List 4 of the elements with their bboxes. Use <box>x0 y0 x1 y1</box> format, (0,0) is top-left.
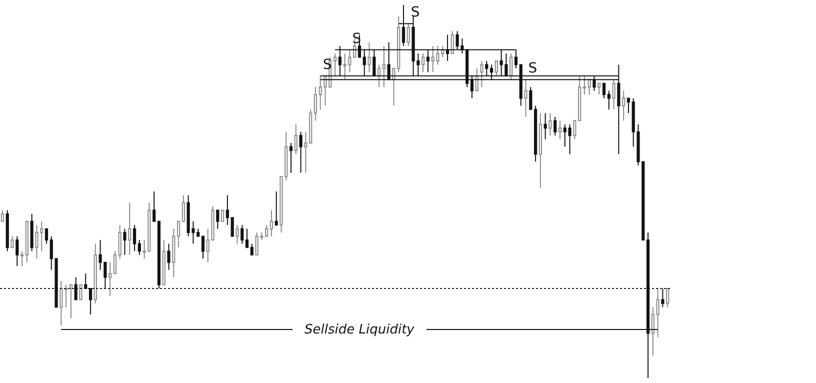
ref-line-label: S <box>528 60 538 77</box>
ref-line-label: S <box>322 56 332 73</box>
ref-line-label: S <box>410 4 420 21</box>
ref-line-label: Sellside Liquidity <box>304 322 415 338</box>
